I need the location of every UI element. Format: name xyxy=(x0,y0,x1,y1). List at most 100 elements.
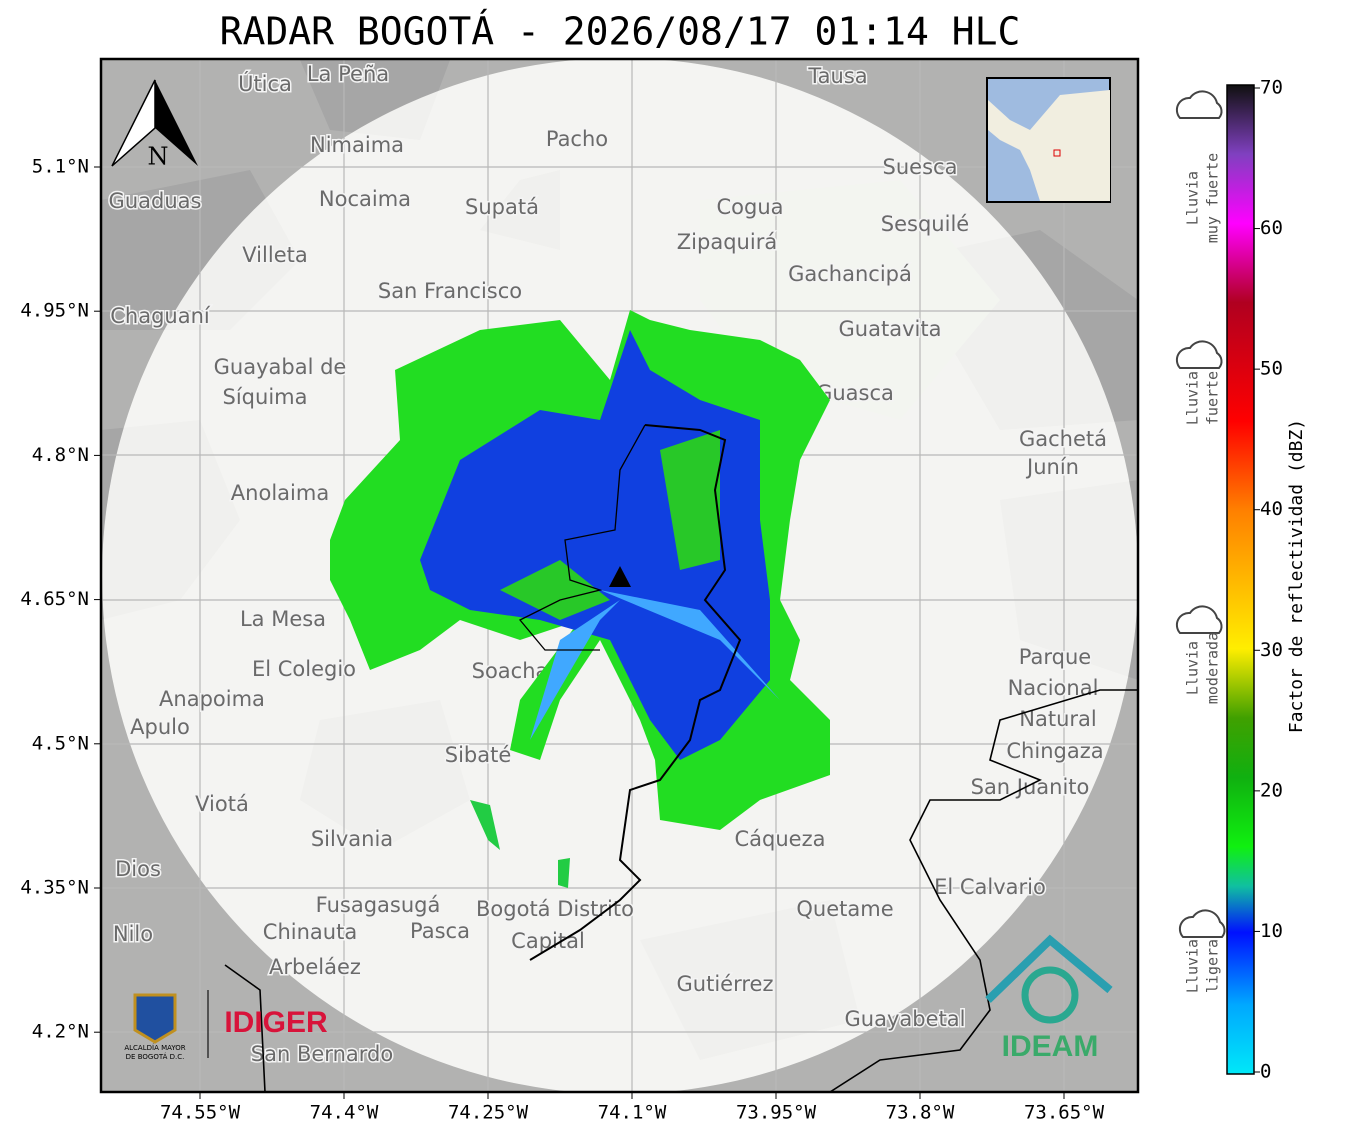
colorbar-tick-label: 60 xyxy=(1260,217,1283,239)
lat-tick-label: 4.65°N xyxy=(20,588,89,610)
place-label: Nimaima xyxy=(310,133,404,157)
colorbar-label: Factor de reflectividad (dBZ) xyxy=(1286,419,1307,733)
colorbar-tick-label: 30 xyxy=(1260,639,1283,661)
place-label: San Bernardo xyxy=(251,1042,393,1066)
place-label: Nilo xyxy=(113,922,153,946)
lat-tick-label: 4.5°N xyxy=(32,732,89,754)
place-label: Sibaté xyxy=(445,743,512,767)
colorbar-tick-label: 10 xyxy=(1260,920,1283,942)
place-label: Gachancipá xyxy=(788,262,912,286)
place-label: Guaduas xyxy=(109,189,202,213)
place-label: Suesca xyxy=(883,155,958,179)
colorbar xyxy=(1226,84,1255,1075)
echo-isolated xyxy=(470,800,570,888)
place-label: San Juanito xyxy=(971,775,1090,799)
place-label: Junín xyxy=(1025,455,1079,479)
place-label: Guasca xyxy=(816,381,894,405)
alcaldia-shield xyxy=(133,993,177,1044)
colorbar-tick-label: 50 xyxy=(1260,358,1283,380)
place-label: La Mesa xyxy=(240,607,326,631)
place-label: Guayabetal xyxy=(845,1007,966,1031)
place-label: Parque xyxy=(1019,645,1091,669)
place-label: Cogua xyxy=(716,195,783,219)
colorbar-tick-label: 70 xyxy=(1260,77,1283,99)
place-label: Pacho xyxy=(546,127,608,151)
place-label: Gutiérrez xyxy=(677,972,774,996)
rain-label: ligera xyxy=(1204,939,1222,993)
place-label: Chingaza xyxy=(1006,739,1103,763)
rain-icons xyxy=(1175,90,1226,938)
place-label: Viotá xyxy=(195,792,249,816)
title: RADAR BOGOTÁ - 2026/08/17 01:14 HLC xyxy=(220,10,1021,54)
place-label: El Colegio xyxy=(252,657,356,681)
place-label: San Francisco xyxy=(378,279,522,303)
lon-tick-label: 74.1°W xyxy=(598,1102,667,1124)
place-label: Síquima xyxy=(223,385,308,409)
rain-label: Lluvia xyxy=(1184,171,1202,225)
idiger-logo: IDIGER xyxy=(224,1006,328,1039)
place-label: Pasca xyxy=(410,919,470,943)
place-label: Chinauta xyxy=(263,920,357,944)
lon-tick-label: 74.4°W xyxy=(310,1102,379,1124)
map: La Peña Útica Tausa Pacho Nimaima Guaduas Noca… xyxy=(101,59,1138,1092)
ideam-logo: IDEAM xyxy=(1002,1030,1099,1063)
place-label: Supatá xyxy=(465,195,539,219)
alcaldia-text: ALCALDÍA MAYOR xyxy=(124,1043,185,1052)
place-label: Silvania xyxy=(311,827,393,851)
place-label: Sesquilé xyxy=(881,212,969,236)
echo-moderate xyxy=(420,330,770,760)
lon-tick-label: 73.65°W xyxy=(1024,1102,1105,1124)
echo-patch xyxy=(500,430,720,620)
place-label: Chaguaní xyxy=(110,304,211,328)
boundaries xyxy=(224,424,1138,1092)
colorbar-tick-label: 20 xyxy=(1260,779,1283,801)
lon-tick-label: 73.95°W xyxy=(736,1102,817,1124)
inset-map xyxy=(986,77,1111,203)
logos: ALCALDÍA MAYOR DE BOGOTÁ D.C. IDIGER IDE… xyxy=(124,934,1113,1063)
place-label: Apulo xyxy=(130,715,190,739)
place-labels: La Peña Útica Tausa Pacho Nimaima Guaduas Noca… xyxy=(107,61,1108,1068)
lon-tick-label: 74.55°W xyxy=(160,1102,241,1124)
north-arrow: N xyxy=(111,79,198,171)
place-label: Arbeláez xyxy=(269,955,361,979)
ticks: 5.1°N 4.95°N 4.8°N 4.65°N 4.5°N 4.35°N 4.2°N 74… xyxy=(20,77,1283,1124)
place-label: Cáqueza xyxy=(735,827,826,851)
lat-tick-label: 4.35°N xyxy=(20,877,89,899)
place-label: Nacional xyxy=(1008,676,1099,700)
lat-tick-label: 5.1°N xyxy=(32,156,89,178)
place-label: Guayabal de xyxy=(214,355,347,379)
radar-echo xyxy=(330,310,830,888)
north-label: N xyxy=(148,143,169,171)
radar-site xyxy=(609,566,631,587)
rain-label: Lluvia xyxy=(1184,371,1202,425)
place-label: Bogotá Distrito xyxy=(476,897,634,921)
place-label: Tausa xyxy=(807,64,867,88)
place-label: Anolaima xyxy=(231,481,329,505)
place-label: Anapoima xyxy=(159,687,265,711)
place-label: Dios xyxy=(115,857,161,881)
lat-tick-label: 4.2°N xyxy=(32,1021,89,1043)
rain-label: moderada xyxy=(1204,632,1222,704)
place-label: Gachetá xyxy=(1019,427,1107,451)
map-frame xyxy=(99,57,1140,1094)
lon-tick-label: 73.8°W xyxy=(886,1102,955,1124)
lon-tick-label: 74.25°W xyxy=(448,1102,529,1124)
lat-tick-label: 4.95°N xyxy=(20,300,89,322)
place-label: Zipaquirá xyxy=(677,230,777,254)
lat-tick-label: 4.8°N xyxy=(32,444,89,466)
rain-label: fuerte xyxy=(1204,371,1222,425)
place-label: Guatavita xyxy=(839,317,942,341)
place-label: El Calvario xyxy=(934,875,1046,899)
colorbar-tick-label: 0 xyxy=(1260,1061,1271,1083)
rain-label: muy fuerte xyxy=(1204,153,1222,243)
rain-label: Lluvia xyxy=(1184,939,1202,993)
place-label: Villeta xyxy=(242,243,307,267)
colorbar-tick-label: 40 xyxy=(1260,498,1283,520)
place-label: Nocaima xyxy=(319,187,411,211)
place-label: Fusagasugá xyxy=(316,893,441,917)
alcaldia-text: DE BOGOTÁ D.C. xyxy=(126,1052,185,1061)
place-label: La Peña xyxy=(307,62,389,86)
place-label: Quetame xyxy=(796,897,893,921)
place-label: Útica xyxy=(238,71,292,96)
